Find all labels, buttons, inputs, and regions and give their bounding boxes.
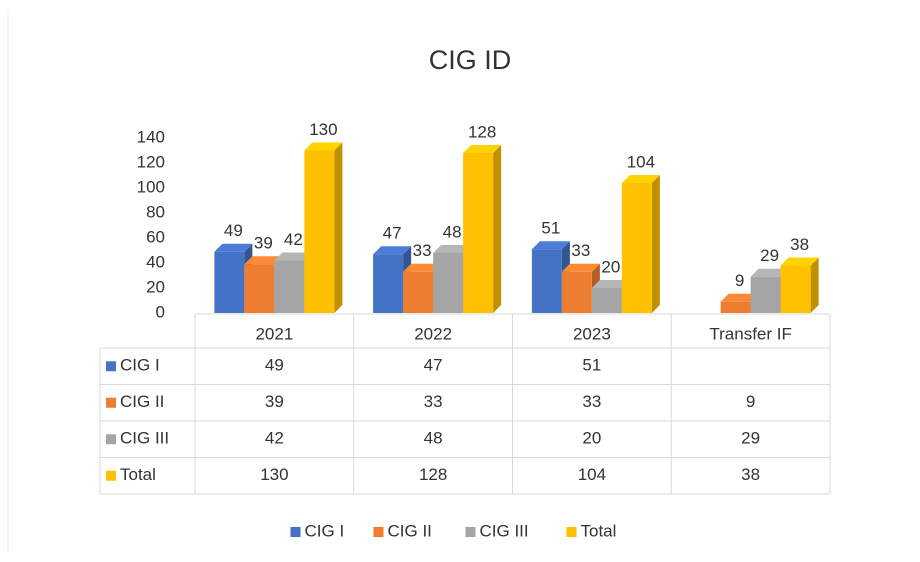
bar <box>304 150 335 313</box>
y-tick-label: 20 <box>146 277 165 296</box>
data-label: 38 <box>790 235 809 254</box>
y-tick-label: 100 <box>137 177 165 196</box>
table-cell: 39 <box>265 392 284 411</box>
bar <box>274 260 305 313</box>
data-label: 9 <box>735 271 744 290</box>
x-tick-label: 2023 <box>573 324 611 343</box>
table-cell: 47 <box>424 356 443 375</box>
chart-title: CIG ID <box>429 45 512 75</box>
bar-side <box>493 145 502 313</box>
bar-top <box>274 252 313 261</box>
data-label: 51 <box>541 219 560 238</box>
legend-key <box>290 527 301 537</box>
table-legend-key <box>106 470 116 481</box>
bar-top <box>720 293 759 302</box>
table-cell: 9 <box>746 392 755 411</box>
bar <box>720 301 751 313</box>
bar-top <box>591 280 630 288</box>
table-cell: 42 <box>265 429 284 448</box>
bar <box>463 153 494 313</box>
table-cell: 49 <box>265 356 284 375</box>
legend-key <box>465 527 476 537</box>
legend-label: CIG I <box>305 521 345 540</box>
table-legend-key <box>106 361 116 372</box>
legend-key <box>566 527 577 537</box>
bar <box>591 288 622 313</box>
data-label: 42 <box>284 230 303 249</box>
bar-top <box>244 256 283 265</box>
bar <box>621 183 652 313</box>
y-tick-label: 0 <box>156 302 165 321</box>
data-label: 104 <box>627 152 655 171</box>
bar-top <box>780 257 819 266</box>
table-cell: 128 <box>419 465 447 484</box>
table-cell: 51 <box>582 356 601 375</box>
table-cell: 130 <box>260 465 288 484</box>
y-tick-label: 40 <box>146 252 165 271</box>
bar <box>244 264 275 313</box>
table-row-label: CIG I <box>120 356 160 375</box>
table-row-label: CIG II <box>120 392 164 411</box>
bar-top <box>750 268 789 277</box>
table-cell: 33 <box>582 392 601 411</box>
bar-top <box>433 245 472 253</box>
table-row-label: Total <box>120 465 156 484</box>
bar-side <box>651 175 660 313</box>
data-label: 20 <box>601 257 620 276</box>
table-cell: 33 <box>424 392 443 411</box>
bar <box>750 276 781 313</box>
table-legend-key <box>106 434 116 445</box>
data-label: 39 <box>254 234 273 253</box>
table-cell: 48 <box>424 429 443 448</box>
bar-top <box>373 246 412 255</box>
data-label: 128 <box>468 122 496 141</box>
data-label: 33 <box>571 241 590 260</box>
bar-top <box>463 145 502 153</box>
data-label: 33 <box>413 241 432 260</box>
data-label: 130 <box>309 120 337 139</box>
data-label: 48 <box>443 222 462 241</box>
table-cell: 29 <box>741 429 760 448</box>
table-cell: 104 <box>578 465 606 484</box>
table-cell: 38 <box>741 465 760 484</box>
bar-top <box>403 263 442 272</box>
bar <box>780 265 811 313</box>
bar-top <box>561 263 600 272</box>
x-tick-label: 2021 <box>255 324 293 343</box>
legend-label: CIG III <box>480 521 529 540</box>
table-row-label: CIG III <box>120 429 169 448</box>
bar <box>403 271 434 313</box>
data-label: 47 <box>383 224 402 243</box>
x-tick-label: 2022 <box>414 324 452 343</box>
bar <box>214 251 245 313</box>
bar-side <box>334 142 343 313</box>
y-tick-label: 60 <box>146 227 165 246</box>
table-legend-key <box>106 397 116 408</box>
legend-key <box>373 527 384 537</box>
legend-label: Total <box>581 521 617 540</box>
bar-top <box>214 243 253 252</box>
bar-top <box>531 241 570 250</box>
data-label: 49 <box>224 221 243 240</box>
x-tick-label: Transfer IF <box>709 324 792 343</box>
bar <box>433 253 464 313</box>
y-tick-label: 140 <box>137 127 165 146</box>
bar-top <box>304 142 343 151</box>
y-tick-label: 120 <box>137 152 165 171</box>
bar-top <box>621 175 660 183</box>
bar <box>561 271 592 313</box>
y-tick-label: 80 <box>146 202 165 221</box>
table-cell: 20 <box>582 429 601 448</box>
bar <box>531 249 562 313</box>
bar-side <box>810 257 819 313</box>
legend-label: CIG II <box>388 521 432 540</box>
data-label: 29 <box>760 246 779 265</box>
bar <box>373 254 404 313</box>
